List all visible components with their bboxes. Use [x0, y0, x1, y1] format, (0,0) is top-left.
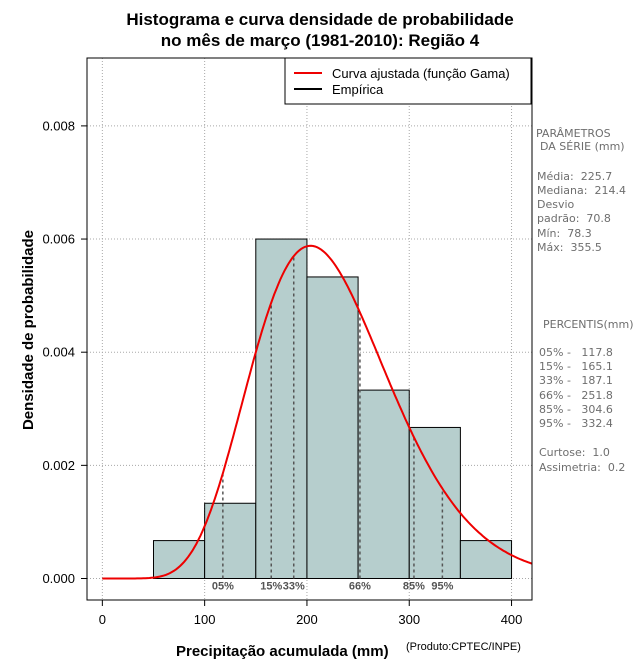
percentile-label-95%: 95%	[431, 581, 453, 593]
stat-media: Média: 225.7	[537, 170, 613, 183]
percentis-header: PERCENTIS(mm)	[543, 318, 634, 331]
histogram-bar-3	[306, 276, 359, 580]
x-tick-label: 200	[296, 612, 318, 627]
gamma-fit-curve	[102, 244, 533, 580]
percentil-33: 33% - 187.1	[539, 374, 613, 387]
x-tick-label: 300	[398, 612, 420, 627]
y-tick-label: 0.008	[42, 118, 75, 133]
stat-max: Máx: 355.5	[537, 241, 602, 254]
y-tick-label: 0.002	[42, 458, 75, 473]
y-tick-label: 0.004	[42, 345, 75, 360]
percentil-85: 85% - 304.6	[539, 403, 613, 416]
histogram-bar-1	[204, 502, 257, 580]
x-tick-label: 0	[99, 612, 106, 627]
percentile-label-05%: 05%	[212, 581, 234, 593]
histogram-bar-0	[152, 540, 206, 580]
percentil-66: 66% - 251.8	[539, 389, 613, 402]
stat-padrao: padrão: 70.8	[537, 212, 611, 225]
credit-note: (Produto:CPTEC/INPE)	[406, 641, 521, 653]
percentil-05: 05% - 117.8	[539, 346, 613, 359]
percentile-label-33%: 33%	[283, 581, 305, 593]
stat-min: Mín: 78.3	[537, 227, 592, 240]
legend-label-curve: Curva ajustada (função Gama)	[332, 66, 510, 81]
stat-desvio: Desvio	[537, 198, 575, 211]
histogram-bar-4	[357, 389, 410, 580]
chart-title-line1: Histograma e curva densidade de probabil…	[126, 10, 514, 29]
stat-mediana: Mediana: 214.4	[537, 184, 626, 197]
x-axis-label: Precipitação acumulada (mm)	[176, 643, 389, 660]
percentil-95: 95% - 332.4	[539, 417, 613, 430]
histogram-bar-6	[459, 540, 513, 580]
percentile-label-15%: 15%	[260, 581, 282, 593]
x-tick-label: 400	[501, 612, 523, 627]
y-tick-label: 0.000	[42, 571, 75, 586]
chart-title-line2: no mês de março (1981-2010): Região 4	[160, 31, 480, 50]
stat-curtose: Curtose: 1.0	[539, 446, 610, 459]
legend-box	[284, 57, 532, 105]
y-axis-label: Densidade de probabilidade	[20, 229, 37, 431]
params-header-1: PARÂMETROS	[536, 127, 611, 140]
legend: Curva ajustada (função Gama) Empírica	[284, 57, 532, 105]
percentile-label-85%: 85%	[403, 581, 425, 593]
legend-label-empirical: Empírica	[332, 82, 384, 97]
params-header-2: DA SÉRIE (mm)	[540, 140, 625, 153]
percentil-15: 15% - 165.1	[539, 360, 613, 373]
x-tick-label: 100	[194, 612, 216, 627]
y-tick-label: 0.006	[42, 232, 75, 247]
histogram-bar-2	[255, 238, 308, 580]
percentile-label-66%: 66%	[349, 581, 371, 593]
stat-assimetria: Assimetria: 0.2	[539, 461, 626, 474]
